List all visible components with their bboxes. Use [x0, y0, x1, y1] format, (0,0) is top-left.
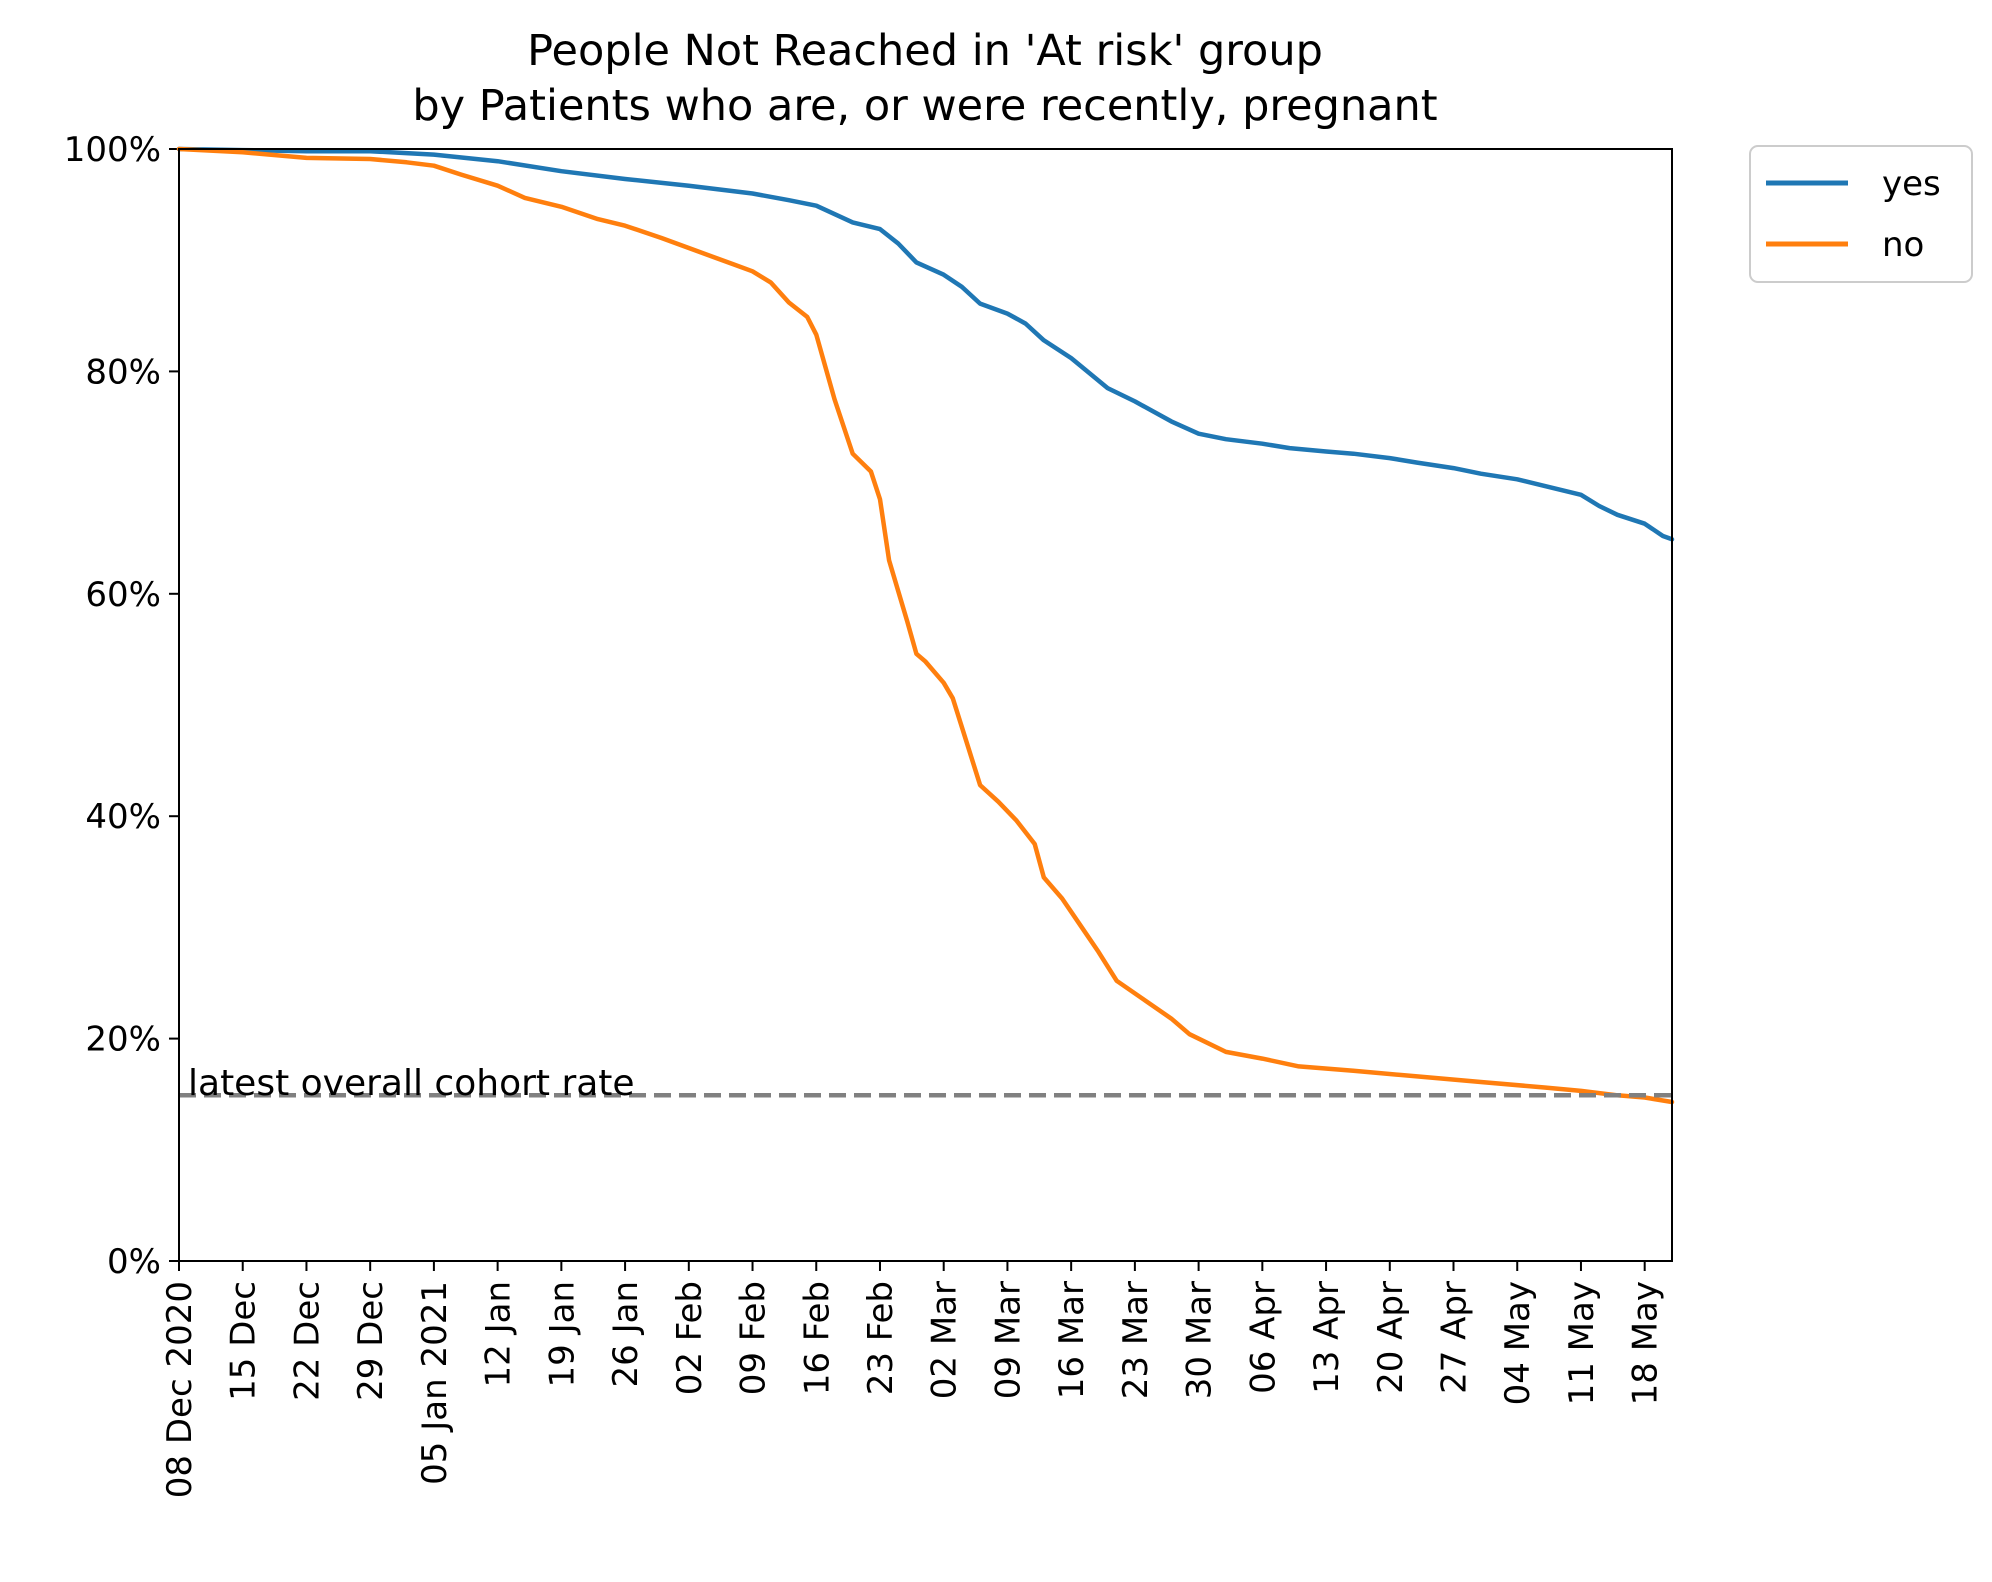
y-tick-label: 100% [64, 130, 161, 170]
x-tick-label: 06 Apr [1243, 1281, 1283, 1394]
x-tick-label: 26 Jan [606, 1281, 646, 1387]
y-tick-label: 0% [107, 1242, 161, 1282]
x-tick-label: 27 Apr [1435, 1281, 1475, 1394]
y-axis: 0% 20% 40% 60% 80% 100% [64, 130, 179, 1282]
x-tick-label: 09 Feb [734, 1281, 774, 1395]
y-tick-label: 60% [85, 575, 161, 615]
plot-series [176, 146, 1675, 1105]
y-tick-label: 40% [85, 797, 161, 837]
chart-title-line-2: by Patients who are, or were recently, p… [412, 81, 1437, 131]
x-tick-label: 23 Feb [861, 1281, 901, 1395]
y-tick-label: 80% [85, 352, 161, 392]
x-tick-label: 16 Mar [1052, 1281, 1092, 1399]
x-tick-label: 30 Mar [1180, 1281, 1220, 1399]
x-tick-label: 09 Mar [988, 1281, 1028, 1399]
x-tick-label: 05 Jan 2021 [415, 1281, 455, 1485]
x-tick-label: 29 Dec [351, 1281, 391, 1401]
x-tick-label: 11 May [1562, 1281, 1602, 1405]
x-axis: 08 Dec 2020 15 Dec 22 Dec 29 Dec 05 Jan 2021… [160, 1261, 1666, 1498]
x-tick-label: 22 Dec [287, 1281, 327, 1401]
x-tick-label: 02 Mar [925, 1281, 965, 1399]
chart-title-line-1: People Not Reached in 'At risk' group [527, 26, 1323, 76]
x-tick-label: 04 May [1498, 1281, 1538, 1405]
x-tick-label: 23 Mar [1116, 1281, 1156, 1399]
x-tick-label: 20 Apr [1371, 1281, 1411, 1394]
x-tick-label: 02 Feb [670, 1281, 710, 1395]
x-tick-label: 13 Apr [1307, 1281, 1347, 1394]
legend: yes no [1749, 145, 1973, 283]
x-tick-label: 08 Dec 2020 [160, 1281, 200, 1498]
legend-label-yes: yes [1882, 164, 1941, 204]
x-tick-label: 16 Feb [797, 1281, 837, 1395]
series-line-no [176, 146, 1675, 1105]
legend-box [1749, 145, 1973, 283]
plot-frame [178, 148, 1673, 1262]
legend-label-no: no [1882, 225, 1924, 265]
x-tick-label: 19 Jan [542, 1281, 582, 1387]
x-tick-label: 18 May [1626, 1281, 1666, 1405]
series-line-yes [176, 146, 1675, 542]
y-tick-label: 20% [85, 1020, 161, 1060]
x-tick-label: 15 Dec [224, 1281, 264, 1401]
x-tick-label: 12 Jan [479, 1281, 519, 1387]
reference-line-label: latest overall cohort rate [188, 1063, 635, 1104]
